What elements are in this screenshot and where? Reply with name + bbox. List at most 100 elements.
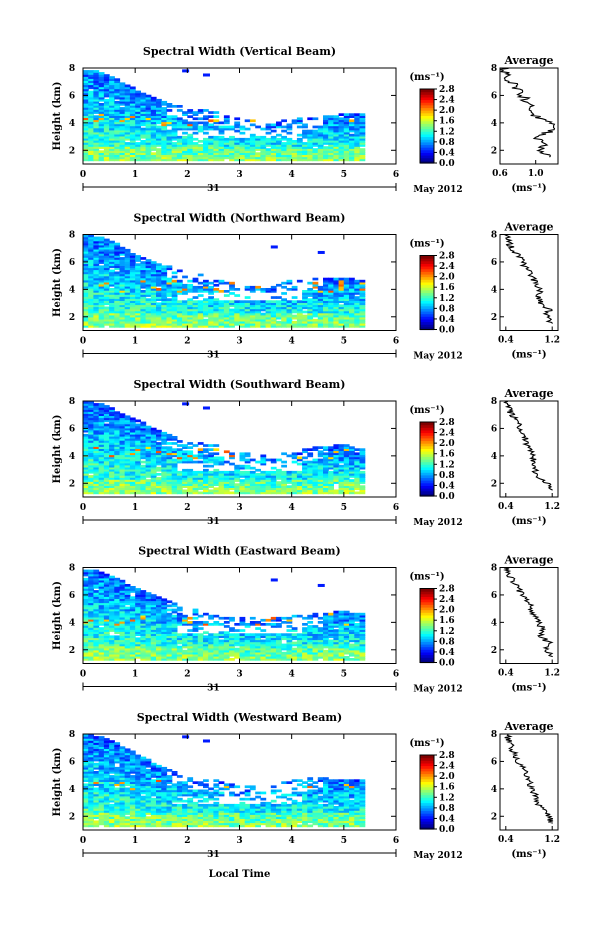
heatmap-cell <box>88 109 94 112</box>
heatmap-cell <box>98 442 105 445</box>
heatmap-cell <box>156 444 162 447</box>
heatmap-cell <box>333 158 340 162</box>
heatmap-cell <box>302 142 308 145</box>
heatmap-cell <box>302 144 308 147</box>
heatmap-cell <box>124 123 131 127</box>
heatmap-cell <box>203 460 209 464</box>
heatmap-cell <box>187 300 194 303</box>
heatmap-cell <box>93 298 100 301</box>
heatmap-cell <box>281 316 287 320</box>
heatmap-cell <box>338 481 345 484</box>
heatmap-cell <box>213 658 220 661</box>
heatmap-cell <box>187 314 194 318</box>
avg-y-tick-label: 2 <box>491 479 497 489</box>
heatmap-cell <box>109 84 115 88</box>
heatmap-cell <box>129 92 136 96</box>
heatmap-cell <box>286 146 293 149</box>
heatmap-cell <box>166 462 173 466</box>
heatmap-cell <box>176 649 183 653</box>
heatmap-cell <box>187 312 194 316</box>
heatmap-cell <box>166 600 173 604</box>
heatmap-cell <box>166 625 173 628</box>
heatmap-cell <box>265 308 272 312</box>
heatmap-cell <box>203 285 209 289</box>
heatmap-cell <box>93 440 100 443</box>
heatmap-cell <box>265 148 272 151</box>
heatmap-cell <box>229 645 235 649</box>
heatmap-cell <box>312 479 319 482</box>
heatmap-cell <box>135 610 141 614</box>
heatmap-cell <box>129 483 136 486</box>
heatmap-cell <box>135 302 141 306</box>
heatmap-cell <box>124 302 131 306</box>
heatmap-cell <box>83 140 89 143</box>
heatmap-cell <box>270 125 277 129</box>
heatmap-cell <box>161 491 168 495</box>
heatmap-cell <box>119 90 126 94</box>
heatmap-cell <box>244 458 251 462</box>
heatmap-cell <box>150 483 157 486</box>
heatmap-cell <box>161 100 168 104</box>
heatmap-cell <box>296 146 303 149</box>
heatmap-cell <box>161 473 168 476</box>
heatmap-cell <box>176 158 183 162</box>
heatmap-cell <box>135 458 141 462</box>
heatmap-cell <box>229 635 235 639</box>
heatmap-cell <box>270 479 277 482</box>
colorbar: 0.00.40.81.21.62.02.42.8 <box>419 85 455 169</box>
heatmap-cell <box>124 255 131 258</box>
heatmap-cell <box>88 82 94 86</box>
heatmap-cell <box>140 623 147 626</box>
heatmap-cell <box>103 265 110 269</box>
heatmap-cell <box>103 596 110 599</box>
heatmap-cell <box>88 610 94 614</box>
heatmap-cell <box>223 487 230 491</box>
heatmap-cell <box>119 481 126 484</box>
colorbar-segment <box>420 260 434 264</box>
heatmap-cell <box>317 154 324 158</box>
heatmap-cell <box>114 454 121 458</box>
heatmap-cell <box>197 658 204 661</box>
heatmap-cell <box>176 125 183 129</box>
heatmap-cell <box>93 604 100 608</box>
heatmap-cell <box>150 627 157 630</box>
heatmap-cell <box>83 281 89 285</box>
heatmap-cell <box>197 483 204 486</box>
heatmap-cell <box>255 154 261 158</box>
heatmap-cell <box>276 302 282 306</box>
heatmap-cell <box>166 651 173 655</box>
heatmap-cell <box>88 72 94 75</box>
heatmap-cell <box>296 306 303 310</box>
heatmap-cell <box>129 306 136 310</box>
heatmap-cell <box>218 639 225 643</box>
heatmap-cell <box>145 271 152 275</box>
heatmap-cell <box>166 483 173 486</box>
heatmap-cell <box>156 614 162 618</box>
heatmap-cell <box>349 302 355 306</box>
heatmap-cell <box>176 618 183 622</box>
heatmap-cell <box>98 308 105 312</box>
heatmap-cell <box>98 259 105 262</box>
heatmap-cell <box>302 148 308 151</box>
heatmap-cell <box>302 298 308 301</box>
heatmap-cell <box>83 641 89 645</box>
heatmap-cell <box>203 485 209 488</box>
heatmap-cell <box>135 450 141 454</box>
heatmap-cell <box>166 300 173 303</box>
heatmap-cell <box>333 325 340 328</box>
heatmap-cell <box>223 651 230 655</box>
heatmap-cell <box>197 312 204 316</box>
heatmap-cell <box>203 475 209 478</box>
colorbar-tick-label: 1.2 <box>439 127 455 137</box>
heatmap-cell <box>349 312 355 316</box>
heatmap-cell <box>296 477 303 480</box>
heatmap-cell <box>166 604 173 608</box>
heatmap-cell <box>213 288 220 291</box>
heatmap-cell <box>124 154 131 158</box>
heatmap-cell <box>338 452 345 456</box>
heatmap-cell <box>150 633 157 636</box>
heatmap-cell <box>343 113 350 116</box>
heatmap-cell <box>83 133 89 137</box>
heatmap-cell <box>166 310 173 314</box>
heatmap-cell <box>343 123 350 127</box>
